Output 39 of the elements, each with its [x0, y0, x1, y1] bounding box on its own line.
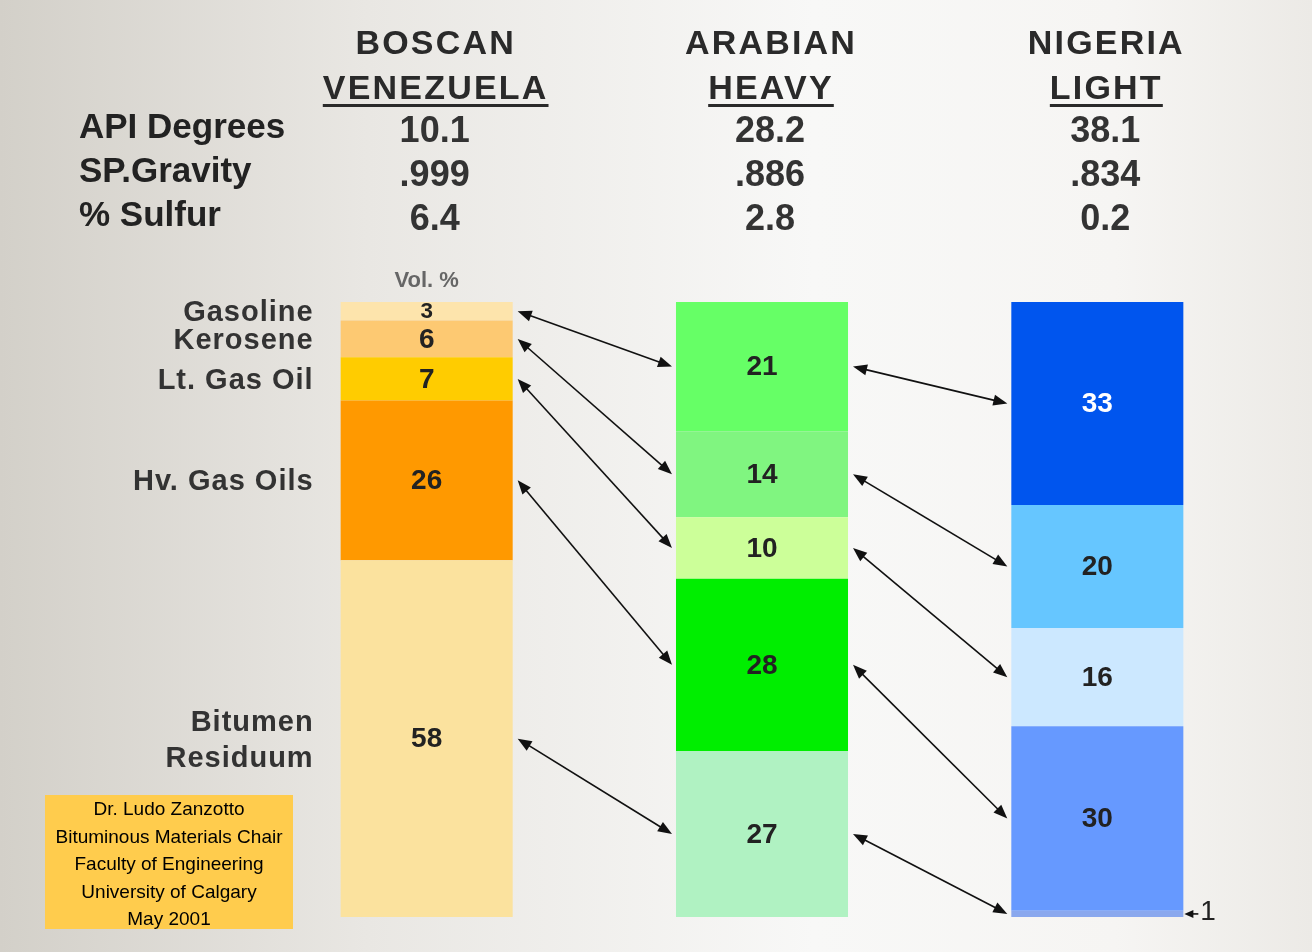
data-label: 3	[420, 298, 433, 324]
data-label: 27	[746, 817, 778, 849]
text: Dr. Ludo Zanzotto	[92, 797, 246, 821]
text: SP.Gravity	[79, 150, 252, 190]
data-label: 14	[746, 457, 778, 489]
text: University of Calgary	[80, 879, 258, 904]
data-label: 10	[746, 531, 778, 563]
text: May 2001	[126, 907, 212, 931]
text: 10.1	[399, 109, 470, 150]
series-label: Bitumen Residuum	[164, 703, 314, 775]
series-label: Hv. Gas Oils	[132, 463, 314, 499]
data-label: 33	[1081, 387, 1113, 419]
data-label: 16	[1081, 660, 1113, 692]
x-tick-label: NIGERIA LIGHT	[1027, 22, 1185, 108]
data-label: 1	[1200, 894, 1216, 926]
data-label: 30	[1081, 802, 1113, 834]
x-tick-label: ARABIAN HEAVY	[684, 22, 858, 108]
x-tick-label: BOSCAN VENEZUELA	[322, 22, 549, 108]
text: 38.1	[1070, 109, 1141, 150]
text: .834	[1070, 153, 1141, 194]
series-label: Lt. Gas Oil	[157, 361, 314, 397]
text: .999	[399, 153, 470, 194]
data-label: 28	[746, 648, 778, 680]
data-label: 6	[418, 322, 435, 354]
data-label: 21	[746, 350, 778, 382]
text: 2.8	[744, 197, 796, 238]
y-axis-title: Vol. %	[394, 267, 459, 293]
text: .886	[734, 153, 806, 194]
text: 6.4	[409, 197, 460, 238]
text: % Sulfur	[79, 194, 221, 234]
text: Faculty of Engineering	[73, 852, 265, 876]
data-label: 26	[411, 464, 443, 496]
data-label: 7	[418, 362, 435, 394]
annotation: Bituminous Materials Chair	[54, 824, 284, 849]
text: 28.2	[734, 109, 806, 150]
data-label: 58	[411, 722, 443, 754]
text: 0.2	[1080, 197, 1131, 238]
data-label: 20	[1081, 550, 1113, 582]
text: API Degrees	[79, 106, 286, 146]
